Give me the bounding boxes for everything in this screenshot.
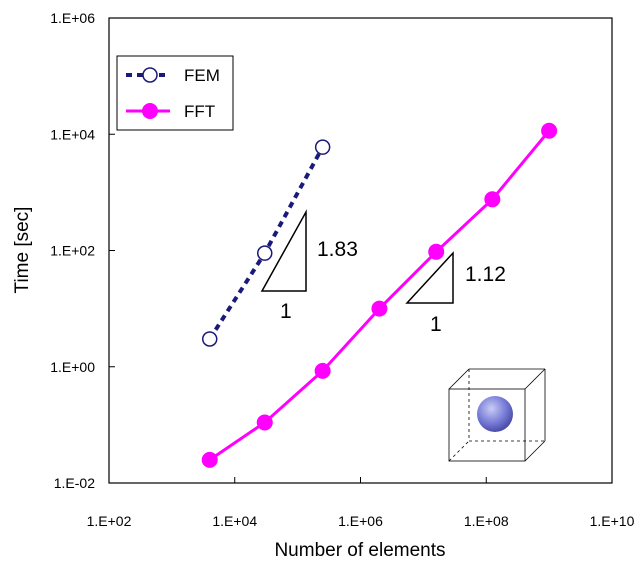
legend-fft-marker xyxy=(142,103,158,119)
x-tick-label: 1.E+02 xyxy=(87,513,132,529)
x-axis-ticks: 1.E+02 1.E+04 1.E+06 1.E+08 1.E+10 xyxy=(87,477,635,529)
data-point-fft xyxy=(201,451,218,468)
y-axis-ticks: 1.E-02 1.E+00 1.E+02 1.E+04 1.E+06 xyxy=(50,10,115,491)
legend-box xyxy=(116,55,234,131)
x-tick-label: 1.E+08 xyxy=(464,513,509,529)
data-point-fem xyxy=(201,331,218,347)
run-label-fem: 1 xyxy=(280,300,292,323)
data-point-fft xyxy=(314,362,331,379)
data-point-fft xyxy=(484,191,501,208)
y-tick-label: 1.E+02 xyxy=(50,243,95,259)
y-tick-label: 1.E+04 xyxy=(50,126,95,142)
data-point-fem xyxy=(256,245,273,261)
data-point-fem xyxy=(314,139,331,155)
x-tick-label: 1.E+06 xyxy=(338,513,383,529)
slope-triangle-fem xyxy=(260,209,307,292)
slope-label-fem: 1.83 xyxy=(317,238,358,261)
slope-label-fft: 1.12 xyxy=(465,263,506,286)
x-axis-title: Number of elements xyxy=(274,540,445,561)
y-tick-label: 1.E+06 xyxy=(50,10,95,26)
y-tick-label: 1.E-02 xyxy=(54,475,95,491)
y-axis-title: Time [sec] xyxy=(12,207,33,294)
slope-triangle-fft xyxy=(405,251,454,304)
x-tick-label: 1.E+04 xyxy=(212,513,257,529)
data-point-fft xyxy=(541,122,558,139)
data-point-fft xyxy=(428,243,445,260)
sphere xyxy=(477,396,513,432)
legend-fem-marker xyxy=(142,67,158,83)
series-layer xyxy=(201,122,558,468)
data-point-fft xyxy=(371,300,388,317)
legend-fem-label: FEM xyxy=(184,66,220,85)
cube-sphere-illustration xyxy=(448,368,546,462)
y-tick-label: 1.E+00 xyxy=(50,359,95,375)
legend: FEM FFT xyxy=(116,55,234,131)
data-point-fft xyxy=(256,414,273,431)
run-label-fft: 1 xyxy=(430,313,442,336)
x-tick-label: 1.E+10 xyxy=(590,513,635,529)
legend-fft-label: FFT xyxy=(184,102,215,121)
